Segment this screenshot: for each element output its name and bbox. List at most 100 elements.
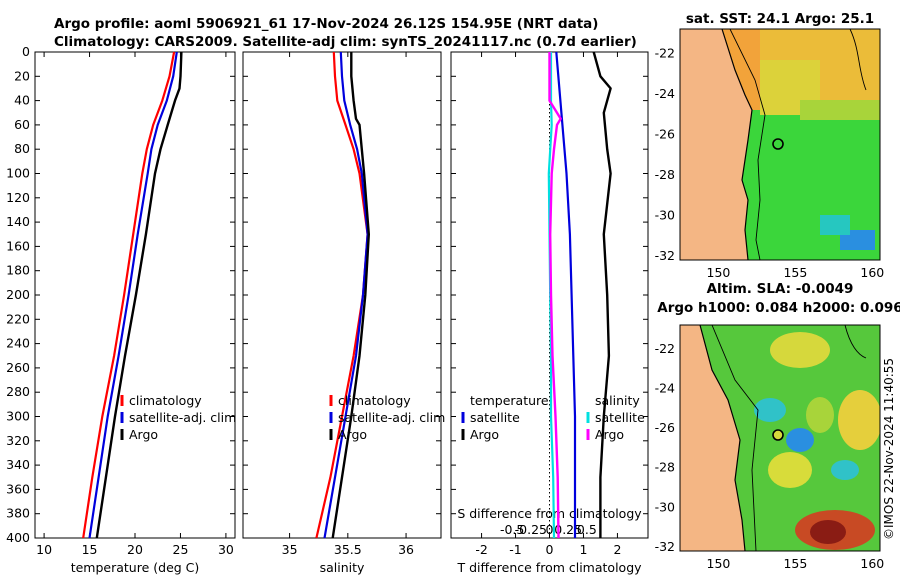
sst-cold-patch-2 xyxy=(820,215,850,235)
x-tick-label: 1 xyxy=(579,542,587,557)
series-line-argo xyxy=(331,52,370,539)
map-x-tick-label: 155 xyxy=(783,556,807,571)
salinity-legend: climatology satellite-adj. clim Argo xyxy=(329,393,445,442)
sla-high-4 xyxy=(768,452,812,488)
sla-high-3 xyxy=(806,397,834,433)
x-tick-label: -1 xyxy=(509,542,521,557)
legend-climatology: climatology xyxy=(338,393,411,408)
y-tick-label: 200 xyxy=(6,287,30,302)
y-tick-label: 380 xyxy=(6,506,30,521)
sla-map xyxy=(680,325,880,551)
sla-low-2 xyxy=(754,398,786,422)
x-tick-label: 10 xyxy=(36,542,52,557)
map-x-tick-label: 160 xyxy=(860,265,884,280)
map-y-tick-label: -22 xyxy=(655,45,675,60)
sla-map-title: Altim. SLA: -0.0049 xyxy=(707,281,854,297)
sla-isobath xyxy=(711,325,759,551)
map-x-tick-label: 155 xyxy=(783,265,807,280)
map-y-tick-label: -32 xyxy=(655,539,675,554)
sla-map-subtitle: Argo h1000: 0.084 h2000: 0.096 xyxy=(657,300,900,316)
sla-peak xyxy=(810,520,846,544)
map-y-tick-label: -28 xyxy=(655,460,675,475)
map-y-tick-label: -24 xyxy=(655,380,675,395)
legend-t-satellite: satellite xyxy=(470,410,520,425)
y-tick-label: 180 xyxy=(6,263,30,278)
legend-argo: Argo xyxy=(338,427,367,442)
y-tick-label: 300 xyxy=(6,409,30,424)
legend-t-argo: Argo xyxy=(470,427,499,442)
x-axis-label: salinity xyxy=(320,560,365,575)
sst-argo-marker xyxy=(772,138,784,150)
x-tick-label: 15 xyxy=(82,542,98,557)
x-tick-label: 30 xyxy=(218,542,234,557)
sst-isobath xyxy=(729,29,766,260)
sla-high-2 xyxy=(838,390,880,450)
x-axis-label: temperature (deg C) xyxy=(71,560,200,575)
map-y-tick-label: -26 xyxy=(655,420,675,435)
sla-argo-marker xyxy=(772,429,784,441)
legend-argo: Argo xyxy=(129,427,158,442)
sst-map-title: sat. SST: 24.1 Argo: 25.1 xyxy=(686,11,874,27)
sla-high-1 xyxy=(770,332,830,368)
legend-s-argo: Argo xyxy=(595,427,624,442)
sst-map-frame xyxy=(679,28,881,261)
legend-climatology: climatology xyxy=(129,393,202,408)
y-tick-label: 100 xyxy=(6,166,30,181)
sst-land xyxy=(680,29,752,260)
x-tick-label: 36 xyxy=(398,542,414,557)
series-line-temperature-satellite xyxy=(555,51,577,538)
figure-title-line2: Climatology: CARS2009. Satellite-adj cli… xyxy=(54,34,637,50)
salinity-panel xyxy=(242,51,442,539)
series-line-temperature-argo xyxy=(592,51,612,538)
x-tick-label: 25 xyxy=(173,542,189,557)
y-tick-label: 240 xyxy=(6,336,30,351)
legend-salinity-header: salinity xyxy=(595,393,640,408)
y-tick-label: 60 xyxy=(14,117,30,132)
series-line-argo xyxy=(95,51,183,539)
x-tick-label: 20 xyxy=(127,542,143,557)
x-tick-label: 2 xyxy=(613,542,621,557)
y-tick-label: 260 xyxy=(6,360,30,375)
map-y-tick-label: -24 xyxy=(655,86,675,101)
legend-satellite-adj: satellite-adj. clim xyxy=(129,410,236,425)
legend-temperature-header: temperature xyxy=(470,393,549,408)
series-line-satellite-adj-clim xyxy=(88,51,178,539)
y-tick-label: 80 xyxy=(14,141,30,156)
s-difference-label: S difference from climatology xyxy=(457,506,642,521)
map-y-tick-label: -32 xyxy=(655,248,675,263)
y-tick-label: 0 xyxy=(22,44,30,59)
imos-watermark: ©IMOS 22-Nov-2024 11:40:55 xyxy=(882,358,896,540)
temperature-legend: climatology satellite-adj. clim Argo xyxy=(120,393,236,442)
sla-coastline xyxy=(699,325,746,551)
x-axis-label: T difference from climatology xyxy=(456,560,642,575)
map-y-tick-label: -30 xyxy=(655,499,675,514)
y-tick-label: 40 xyxy=(14,93,30,108)
map-x-tick-label: 150 xyxy=(707,556,731,571)
sla-low-3 xyxy=(831,460,859,480)
y-tick-label: 320 xyxy=(6,433,30,448)
map-y-tick-label: -30 xyxy=(655,207,675,222)
sst-coastline xyxy=(721,29,753,260)
sla-land xyxy=(680,325,745,551)
series-line-satellite-adj-clim xyxy=(323,51,369,539)
y-tick-label: 340 xyxy=(6,457,30,472)
s-tick-label: -0.5 xyxy=(500,522,524,537)
s-tick-label: -0.25 xyxy=(515,522,547,537)
sst-map xyxy=(680,29,880,260)
sst-isobath-2 xyxy=(849,29,867,91)
x-tick-label: -2 xyxy=(475,542,487,557)
s-tick-label: 0 xyxy=(546,522,554,537)
y-tick-label: 120 xyxy=(6,190,30,205)
sla-isobath-2 xyxy=(844,325,867,359)
map-y-tick-label: -26 xyxy=(655,126,675,141)
series-line-climatology xyxy=(82,51,176,539)
legend-satellite-adj: satellite-adj. clim xyxy=(338,410,445,425)
map-x-tick-label: 150 xyxy=(707,265,731,280)
x-tick-label: 0 xyxy=(546,542,554,557)
y-tick-label: 360 xyxy=(6,481,30,496)
series-line-climatology xyxy=(315,51,369,539)
y-tick-label: 220 xyxy=(6,311,30,326)
s-tick-label: 0.5 xyxy=(577,522,597,537)
map-x-tick-label: 160 xyxy=(860,556,884,571)
y-tick-label: 140 xyxy=(6,214,30,229)
